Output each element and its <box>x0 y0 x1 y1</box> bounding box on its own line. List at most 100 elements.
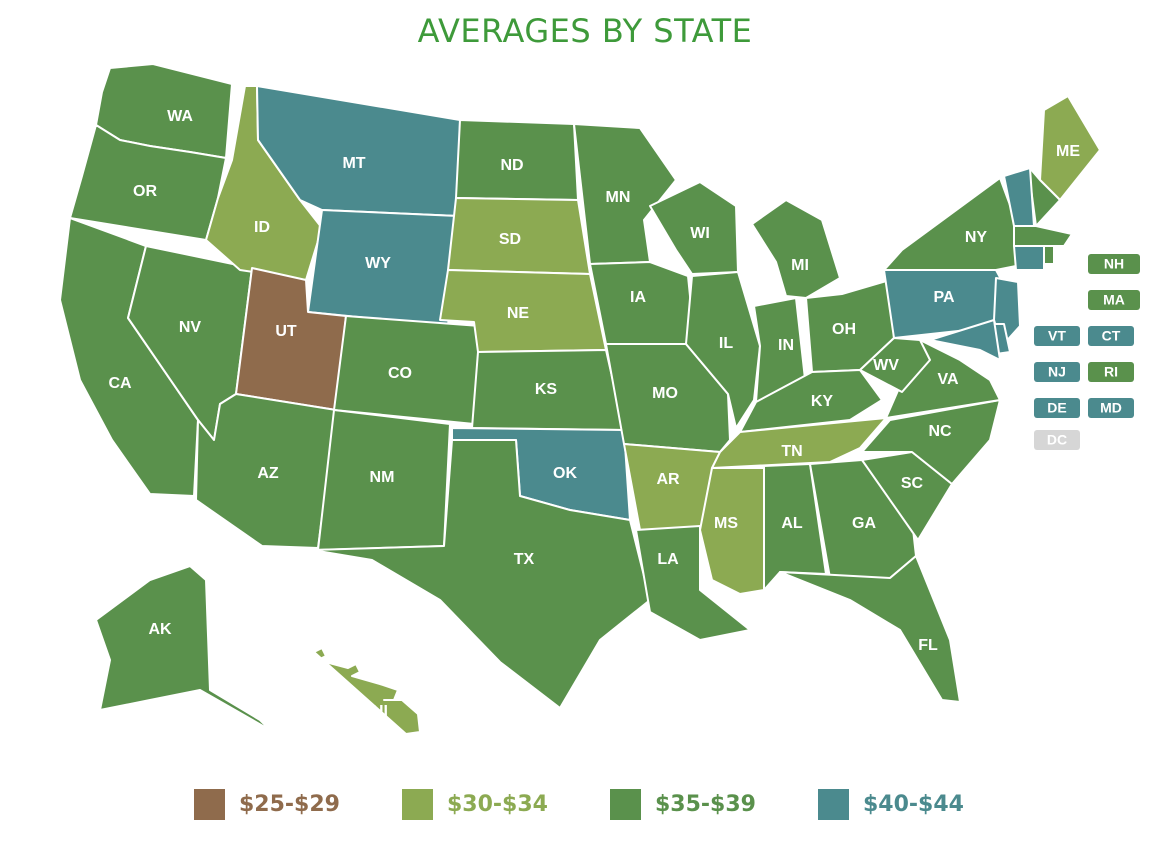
state-md[interactable] <box>929 319 1001 361</box>
state-label-mo: MO <box>652 385 678 402</box>
badge-label-nj: NJ <box>1048 364 1066 380</box>
state-label-pa: PA <box>933 289 954 306</box>
badge-rect-nh[interactable] <box>1088 254 1140 274</box>
legend-swatch-30-34 <box>402 788 433 820</box>
state-mn[interactable]: MN <box>573 123 677 265</box>
badge-de[interactable]: DE <box>1034 398 1080 418</box>
state-label-ca: CA <box>108 375 132 392</box>
state-ar[interactable]: AR <box>623 443 721 531</box>
state-shape-md[interactable] <box>929 319 1001 361</box>
badge-rect-ct[interactable] <box>1088 326 1134 346</box>
badge-rect-de[interactable] <box>1034 398 1080 418</box>
state-co[interactable]: CO <box>333 315 481 425</box>
badge-label-dc: DC <box>1047 432 1067 448</box>
legend-label-40-44: $40-$44 <box>863 791 964 817</box>
state-wy[interactable]: WY <box>307 209 459 327</box>
state-me[interactable]: ME <box>1039 95 1101 201</box>
legend-label-25-29: $25-$29 <box>239 791 340 817</box>
state-tn[interactable]: TN <box>711 417 887 469</box>
state-label-tn: TN <box>781 443 802 460</box>
state-label-or: OR <box>133 183 157 200</box>
state-label-nv: NV <box>179 319 202 336</box>
legend-label-30-34: $30-$34 <box>447 791 548 817</box>
legend-item-25-29: $25-$29 <box>194 786 340 822</box>
state-label-ga: GA <box>852 515 876 532</box>
page-title: AVERAGES BY STATE <box>417 12 753 50</box>
state-fl[interactable]: FL <box>779 555 961 703</box>
state-shape-ak[interactable] <box>95 565 271 731</box>
state-or[interactable]: OR <box>69 124 227 241</box>
state-label-nd: ND <box>500 157 523 174</box>
state-label-az: AZ <box>257 465 279 482</box>
state-shape-or[interactable] <box>69 124 227 241</box>
state-shape-ny[interactable] <box>883 177 1017 271</box>
state-sd[interactable]: SD <box>447 197 591 275</box>
state-ny[interactable]: NY <box>883 177 1017 271</box>
state-label-ut: UT <box>275 323 297 340</box>
state-label-ia: IA <box>630 289 646 306</box>
state-shape-wv[interactable] <box>859 337 931 393</box>
state-label-il: IL <box>719 335 733 352</box>
state-nc[interactable]: NC <box>861 399 1001 485</box>
state-shape-ct[interactable] <box>1013 245 1045 271</box>
state-shape-nc[interactable] <box>861 399 1001 485</box>
badge-nj[interactable]: NJ <box>1034 362 1080 382</box>
badge-ma[interactable]: MA <box>1088 290 1140 310</box>
state-nm[interactable]: NM <box>317 409 451 551</box>
state-label-mn: MN <box>606 189 631 206</box>
badge-md[interactable]: MD <box>1088 398 1134 418</box>
state-il[interactable]: IL <box>685 271 761 429</box>
state-hi[interactable]: HI <box>313 647 421 735</box>
state-shape-il[interactable] <box>685 271 761 429</box>
state-ri[interactable] <box>1043 245 1055 265</box>
badge-vt[interactable]: VT <box>1034 326 1080 346</box>
state-label-nm: NM <box>370 469 395 486</box>
state-shape-tx[interactable] <box>311 439 651 709</box>
badge-ri[interactable]: RI <box>1088 362 1134 382</box>
state-shape-fl[interactable] <box>779 555 961 703</box>
state-label-ny: NY <box>965 229 988 246</box>
badge-label-de: DE <box>1047 400 1066 416</box>
state-label-mt: MT <box>342 155 365 172</box>
badge-rect-ma[interactable] <box>1088 290 1140 310</box>
badge-nh[interactable]: NH <box>1088 254 1140 274</box>
badge-rect-dc[interactable] <box>1034 430 1080 450</box>
us-map: WA OR CA NV ID MT WY UT AZ CO NM ND SD NE KS OK TX MN IA MO… <box>59 63 1140 735</box>
state-label-sd: SD <box>499 231 521 248</box>
legend-swatch-40-44 <box>818 788 849 820</box>
state-shape-hi[interactable] <box>313 647 421 735</box>
state-label-wa: WA <box>167 108 193 125</box>
state-label-fl: FL <box>918 637 938 654</box>
state-az[interactable]: AZ <box>195 393 337 549</box>
state-in[interactable]: IN <box>753 297 807 403</box>
badge-label-md: MD <box>1100 400 1122 416</box>
state-ks[interactable]: KS <box>471 349 625 431</box>
state-wv[interactable]: WV <box>859 337 931 393</box>
badge-ct[interactable]: CT <box>1088 326 1134 346</box>
badge-rect-vt[interactable] <box>1034 326 1080 346</box>
state-mi[interactable]: MI <box>751 199 841 299</box>
legend-item-40-44: $40-$44 <box>818 786 964 822</box>
legend: $25-$29 $30-$34 $35-$39 $40-$44 <box>0 786 1170 822</box>
legend-swatch-25-29 <box>194 788 225 820</box>
state-label-nc: NC <box>928 423 952 440</box>
badge-rect-ri[interactable] <box>1088 362 1134 382</box>
badge-rect-nj[interactable] <box>1034 362 1080 382</box>
state-ct[interactable] <box>1013 245 1045 271</box>
state-ia[interactable]: IA <box>589 261 693 345</box>
state-label-sc: SC <box>901 475 924 492</box>
state-tx[interactable]: TX <box>311 439 651 709</box>
state-shape-ri[interactable] <box>1043 245 1055 265</box>
state-sc[interactable]: SC <box>861 451 953 541</box>
state-shape-mi[interactable] <box>751 199 841 299</box>
state-nd[interactable]: ND <box>455 119 579 201</box>
state-label-me: ME <box>1056 143 1080 160</box>
badge-label-ma: MA <box>1103 292 1125 308</box>
badge-label-ri: RI <box>1104 364 1118 380</box>
state-shape-ma[interactable] <box>1013 225 1073 247</box>
badge-dc[interactable]: DC <box>1034 430 1080 450</box>
badge-rect-md[interactable] <box>1088 398 1134 418</box>
state-ms[interactable]: MS <box>699 467 765 595</box>
state-ak[interactable]: AK <box>95 565 271 731</box>
state-ma[interactable] <box>1013 225 1073 247</box>
